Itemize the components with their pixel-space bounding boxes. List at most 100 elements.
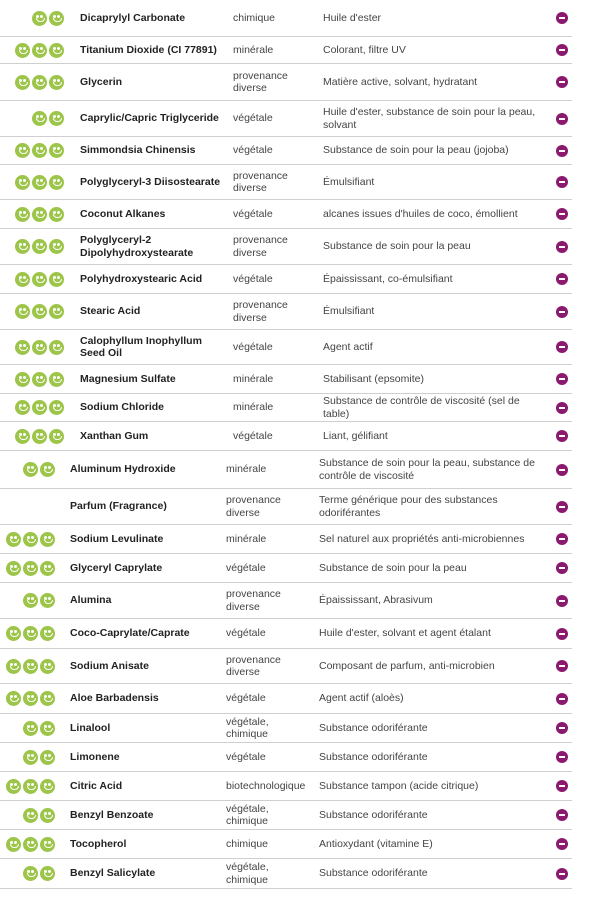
ingredient-origin: végétale, chimique <box>226 714 313 742</box>
remove-icon[interactable] <box>556 176 568 188</box>
smiley-mouth <box>19 435 28 440</box>
ingredient-origin: minérale <box>226 451 313 488</box>
remove-icon[interactable] <box>556 562 568 574</box>
smiley-icon <box>23 658 38 674</box>
remove-icon[interactable] <box>556 341 568 353</box>
ingredient-name-text: Coco-Caprylate/Caprate <box>70 627 190 640</box>
remove-icon[interactable] <box>556 305 568 318</box>
ingredient-function-text: Substance odoriférante <box>319 721 428 734</box>
remove-icon[interactable] <box>556 240 568 253</box>
ingredient-name: Polyglyceryl-3 Diisostearate <box>80 165 225 199</box>
rating-smileys <box>23 451 55 488</box>
ingredient-function: Matière active, solvant, hydratant <box>323 64 548 100</box>
ingredient-name: Calophyllum Inophyllum Seed Oil <box>80 330 225 364</box>
remove-icon[interactable] <box>556 430 568 442</box>
smiley-icon <box>15 206 30 222</box>
remove-icon[interactable] <box>556 463 568 476</box>
remove-icon[interactable] <box>556 867 568 880</box>
smiley-icon <box>6 778 21 794</box>
remove-icon[interactable] <box>556 12 568 24</box>
ingredient-origin: minérale <box>233 365 317 393</box>
table-row: Stearic Acid provenance diverse Émulsifian… <box>0 294 572 330</box>
ingredient-name: Caprylic/Capric Triglyceride <box>80 101 225 136</box>
ingredient-origin-text: végétale <box>226 750 266 763</box>
table-row: Benzyl Salicylate végétale, chimique Subst… <box>0 859 572 889</box>
smiley-icon <box>49 10 64 26</box>
ingredient-function-text: Terme générique pour des substances odor… <box>319 494 498 519</box>
smiley-icon <box>15 143 30 158</box>
ingredient-function: Stabilisant (epsomite) <box>323 365 548 393</box>
table-row: Caprylic/Capric Triglyceride végétale Huil… <box>0 101 572 137</box>
remove-icon[interactable] <box>556 533 568 545</box>
ingredient-function-text: Substance odoriférante <box>319 750 428 763</box>
ingredient-name-text: Dicaprylyl Carbonate <box>80 11 186 24</box>
smiley-mouth <box>36 346 45 351</box>
ingredient-name: Dicaprylyl Carbonate <box>80 0 225 36</box>
ingredient-function-text: Stabilisant (epsomite) <box>323 372 424 385</box>
ingredient-name-text: Simmondsia Chinensis <box>80 144 196 157</box>
smiley-mouth <box>53 278 62 283</box>
smiley-mouth <box>36 81 45 86</box>
remove-icon[interactable] <box>556 722 568 734</box>
remove-icon[interactable] <box>556 809 568 821</box>
smiley-mouth <box>19 150 28 154</box>
smiley-mouth <box>53 150 62 154</box>
smiley-mouth <box>44 600 53 604</box>
remove-icon[interactable] <box>556 373 568 385</box>
ingredient-name-text: Xanthan Gum <box>80 429 149 442</box>
smiley-icon <box>49 239 64 254</box>
ingredient-origin-text: minérale <box>233 43 274 56</box>
remove-icon[interactable] <box>556 112 568 125</box>
remove-icon[interactable] <box>556 208 568 220</box>
ingredient-function: Liant, gélifiant <box>323 422 548 450</box>
ingredient-name: Polyhydroxystearic Acid <box>80 265 225 293</box>
smiley-mouth <box>36 311 45 315</box>
smiley-mouth <box>27 698 36 702</box>
ingredient-name-text: Benzyl Benzoate <box>70 808 154 821</box>
remove-icon[interactable] <box>556 594 568 607</box>
smiley-mouth <box>44 873 53 877</box>
rating-smileys <box>23 743 55 771</box>
ingredient-origin: chimique <box>226 830 313 858</box>
remove-icon[interactable] <box>556 273 568 285</box>
remove-icon[interactable] <box>556 838 568 850</box>
remove-icon[interactable] <box>556 44 568 56</box>
smiley-mouth <box>44 814 53 819</box>
remove-icon[interactable] <box>556 660 568 672</box>
smiley-mouth <box>27 633 36 637</box>
smiley-mouth <box>27 873 36 877</box>
remove-icon[interactable] <box>556 751 568 763</box>
remove-icon[interactable] <box>556 76 568 88</box>
ingredient-function: Colorant, filtre UV <box>323 37 548 63</box>
remove-icon[interactable] <box>556 144 568 157</box>
smiley-mouth <box>10 567 19 572</box>
rating-smileys <box>6 649 55 683</box>
table-row: Benzyl Benzoate végétale, chimique Substan… <box>0 801 572 830</box>
smiley-mouth <box>36 407 45 411</box>
ingredient-function: Émulsifiant <box>323 165 548 199</box>
ingredient-origin: provenance diverse <box>226 649 313 683</box>
ingredient-function-text: Agent actif (aloès) <box>319 692 404 705</box>
smiley-icon <box>32 143 47 158</box>
ingredient-origin-text: végétale <box>233 144 273 157</box>
ingredient-name: Stearic Acid <box>80 294 225 329</box>
smiley-mouth <box>53 346 62 351</box>
smiley-icon <box>15 428 30 444</box>
remove-icon[interactable] <box>556 401 568 414</box>
ingredient-function: Terme générique pour des substances odor… <box>319 489 548 524</box>
smiley-icon <box>49 74 64 90</box>
remove-icon[interactable] <box>556 692 568 705</box>
ingredient-origin-text: végétale <box>233 207 273 220</box>
smiley-mouth <box>53 17 62 22</box>
smiley-mouth <box>44 698 53 702</box>
ingredient-origin-text: provenance diverse <box>226 653 281 679</box>
smiley-mouth <box>36 278 45 283</box>
remove-icon[interactable] <box>556 627 568 640</box>
smiley-mouth <box>27 814 36 819</box>
ingredient-function-text: Antioxydant (vitamine E) <box>319 837 433 850</box>
remove-icon[interactable] <box>556 780 568 792</box>
remove-icon[interactable] <box>556 500 568 513</box>
smiley-icon <box>23 462 38 477</box>
ingredient-name-text: Aluminum Hydroxide <box>70 463 176 476</box>
ingredient-name-text: Benzyl Salicylate <box>70 867 156 880</box>
